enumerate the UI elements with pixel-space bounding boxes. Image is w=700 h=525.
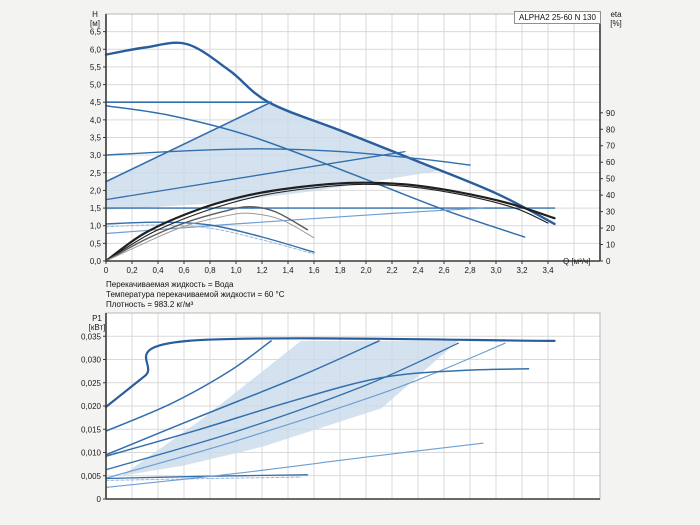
svg-text:70: 70 bbox=[606, 142, 615, 151]
svg-text:3,0: 3,0 bbox=[90, 151, 102, 160]
svg-text:10: 10 bbox=[606, 241, 615, 250]
p1-axis-label: P1 [кВт] bbox=[88, 314, 106, 332]
svg-text:2,8: 2,8 bbox=[464, 266, 476, 275]
speed-2-curve bbox=[105, 104, 526, 238]
svg-text:1,2: 1,2 bbox=[256, 266, 268, 275]
svg-text:1,8: 1,8 bbox=[334, 266, 346, 275]
svg-text:0,010: 0,010 bbox=[81, 449, 102, 458]
svg-text:4,0: 4,0 bbox=[90, 116, 102, 125]
svg-text:1,5: 1,5 bbox=[90, 204, 102, 213]
svg-text:3,2: 3,2 bbox=[516, 266, 528, 275]
p1-diag-3 bbox=[105, 342, 459, 471]
svg-text:3,4: 3,4 bbox=[542, 266, 554, 275]
svg-text:0,5: 0,5 bbox=[90, 239, 102, 248]
svg-text:0,020: 0,020 bbox=[81, 402, 102, 411]
svg-text:0,025: 0,025 bbox=[81, 379, 102, 388]
svg-text:5,0: 5,0 bbox=[90, 81, 102, 90]
svg-text:0,2: 0,2 bbox=[126, 266, 138, 275]
svg-text:2,0: 2,0 bbox=[90, 186, 102, 195]
pp-3.5-line bbox=[105, 150, 406, 201]
svg-text:3,5: 3,5 bbox=[90, 134, 102, 143]
p1-low bbox=[105, 442, 484, 488]
p1-diag-4 bbox=[105, 342, 506, 479]
speed-3-max-curve bbox=[104, 41, 556, 226]
svg-text:6,0: 6,0 bbox=[90, 45, 102, 54]
p1-speed-3-max bbox=[104, 337, 556, 408]
speed-1-alt-curve bbox=[105, 224, 315, 255]
svg-text:30: 30 bbox=[606, 208, 615, 217]
svg-text:2,5: 2,5 bbox=[90, 169, 102, 178]
note-fluid: Перекачиваемая жидкость = Вода bbox=[106, 280, 234, 289]
svg-text:0,8: 0,8 bbox=[204, 266, 216, 275]
svg-text:0,005: 0,005 bbox=[81, 472, 102, 481]
svg-text:0,035: 0,035 bbox=[81, 332, 102, 341]
svg-text:2,2: 2,2 bbox=[386, 266, 398, 275]
svg-text:5,5: 5,5 bbox=[90, 63, 102, 72]
q-axis-label: Q [м³/ч] bbox=[563, 257, 591, 266]
svg-text:0,030: 0,030 bbox=[81, 356, 102, 365]
svg-text:0: 0 bbox=[97, 495, 102, 504]
svg-text:0,6: 0,6 bbox=[178, 266, 190, 275]
hq-chart: 0 0,2 0,4 0,6 0,8 1,0 1,2 1,4 1,6 1,8 2,0 2,2 2,4 2,6… bbox=[90, 13, 615, 275]
pump-title-box: ALPHA2 25-60 N 130 bbox=[514, 11, 601, 24]
svg-text:60: 60 bbox=[606, 158, 615, 167]
speed-1-curve bbox=[105, 221, 315, 253]
svg-text:0,4: 0,4 bbox=[152, 266, 164, 275]
eta-axis-label: eta [%] bbox=[610, 10, 622, 28]
svg-text:2,4: 2,4 bbox=[412, 266, 424, 275]
p1-cp-4.5 bbox=[105, 340, 272, 432]
svg-text:2,6: 2,6 bbox=[438, 266, 450, 275]
p1-speed-1-alt bbox=[105, 476, 302, 481]
svg-text:0,0: 0,0 bbox=[90, 257, 102, 266]
mid-curve-3.0 bbox=[105, 148, 471, 166]
eta-speed-2b-curve bbox=[105, 212, 315, 262]
svg-text:1,4: 1,4 bbox=[282, 266, 294, 275]
fluid-notes: Перекачиваемая жидкость = Вода Температу… bbox=[106, 280, 285, 310]
note-density: Плотность = 983.2 кг/м³ bbox=[106, 300, 194, 309]
svg-text:2,0: 2,0 bbox=[360, 266, 372, 275]
svg-text:80: 80 bbox=[606, 125, 615, 134]
note-temperature: Температура перекачиваемой жидкости = 60… bbox=[106, 290, 285, 299]
svg-text:50: 50 bbox=[606, 175, 615, 184]
p1-speed-2 bbox=[105, 368, 530, 457]
p1-steep-2 bbox=[105, 340, 380, 456]
eta-speed-2-curve bbox=[105, 205, 309, 262]
h-axis-label: H [м] bbox=[90, 10, 100, 28]
svg-text:90: 90 bbox=[606, 109, 615, 118]
svg-text:0: 0 bbox=[104, 266, 109, 275]
pp-4.5-line bbox=[105, 101, 272, 183]
svg-text:0,015: 0,015 bbox=[81, 425, 102, 434]
svg-text:1,0: 1,0 bbox=[230, 266, 242, 275]
svg-text:1,0: 1,0 bbox=[90, 222, 102, 231]
svg-text:1,6: 1,6 bbox=[308, 266, 320, 275]
svg-text:3,0: 3,0 bbox=[490, 266, 502, 275]
autoadapt-power-range bbox=[121, 340, 459, 476]
svg-text:20: 20 bbox=[606, 224, 615, 233]
p1-chart: 0 0,005 0,010 0,015 0,020 0,025 0,030 0,035 bbox=[81, 312, 601, 504]
svg-text:40: 40 bbox=[606, 191, 615, 200]
svg-text:6,5: 6,5 bbox=[90, 28, 102, 37]
eta-speed-3-curve bbox=[104, 181, 556, 263]
svg-text:0: 0 bbox=[606, 257, 611, 266]
svg-text:4,5: 4,5 bbox=[90, 98, 102, 107]
eta-speed-3b-curve bbox=[105, 183, 549, 262]
